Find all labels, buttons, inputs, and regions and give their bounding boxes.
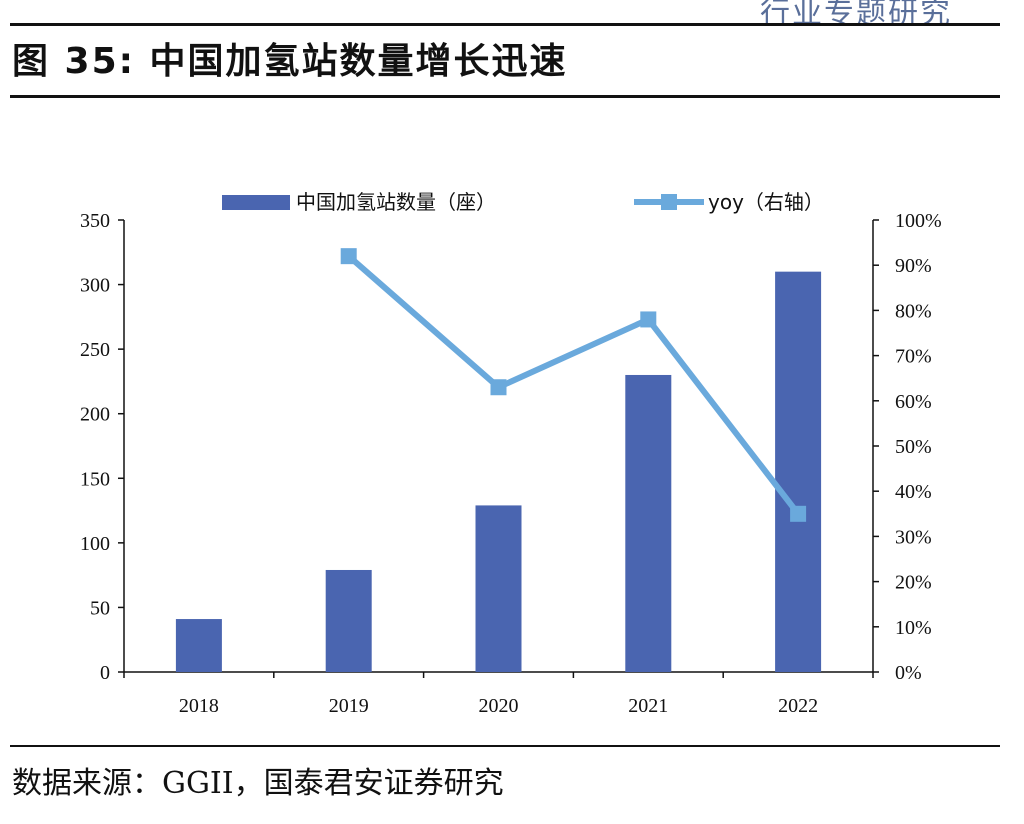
left-tick-label: 150	[80, 468, 110, 490]
right-tick-label: 30%	[895, 526, 932, 548]
top-rule	[10, 23, 1000, 26]
right-tick-label: 80%	[895, 300, 932, 322]
x-tick-label: 2020	[479, 695, 519, 717]
bar-2019	[325, 569, 372, 672]
left-tick-label: 50	[90, 597, 110, 619]
bar-2020	[475, 505, 522, 672]
left-tick-label: 100	[80, 533, 110, 555]
yoy-point-2022	[790, 505, 807, 522]
right-tick-label: 40%	[895, 481, 932, 503]
right-tick-label: 0%	[895, 662, 922, 684]
right-tick-label: 50%	[895, 436, 932, 458]
yoy-point-2019	[340, 248, 357, 265]
yoy-line	[346, 253, 801, 516]
line-series	[340, 248, 807, 522]
left-tick-label: 300	[80, 275, 110, 297]
right-tick-label: 20%	[895, 572, 932, 594]
source-note: 数据来源：GGII，国泰君安证券研究	[12, 766, 504, 801]
left-tick-label: 250	[80, 339, 110, 361]
legend-bar-label: 中国加氢站数量（座）	[296, 190, 496, 214]
bar-2021	[625, 374, 672, 672]
bar-2018	[175, 619, 222, 672]
left-tick-label: 350	[80, 210, 110, 232]
yoy-point-2020	[490, 379, 507, 396]
right-tick-label: 90%	[895, 255, 932, 277]
x-tick-label: 2019	[329, 695, 369, 717]
legend-line-label: yoy（右轴）	[708, 190, 824, 214]
chart-legend: 中国加氢站数量（座） yoy（右轴）	[222, 190, 824, 214]
right-tick-label: 10%	[895, 617, 932, 639]
right-tick-label: 60%	[895, 391, 932, 413]
bottom-rule	[10, 745, 1000, 747]
x-tick-label: 2021	[628, 695, 668, 717]
legend-line-marker	[661, 194, 677, 210]
title-rule	[10, 95, 1000, 98]
bar-2022	[775, 271, 822, 672]
legend-bar-swatch	[222, 195, 290, 210]
left-tick-label: 0	[100, 662, 110, 684]
bar-series	[175, 271, 822, 672]
x-tick-label: 2018	[179, 695, 219, 717]
right-tick-label: 70%	[895, 346, 932, 368]
x-tick-label: 2022	[778, 695, 818, 717]
left-tick-label: 200	[80, 404, 110, 426]
right-tick-label: 100%	[895, 210, 942, 232]
chart-axes: 0 50 100 150 200 250 300 350 0% 10% 20% 30% 40% 50% 60…	[80, 210, 942, 717]
yoy-point-2021	[640, 311, 657, 328]
figure-title: 图 35: 中国加氢站数量增长迅速	[12, 41, 568, 82]
